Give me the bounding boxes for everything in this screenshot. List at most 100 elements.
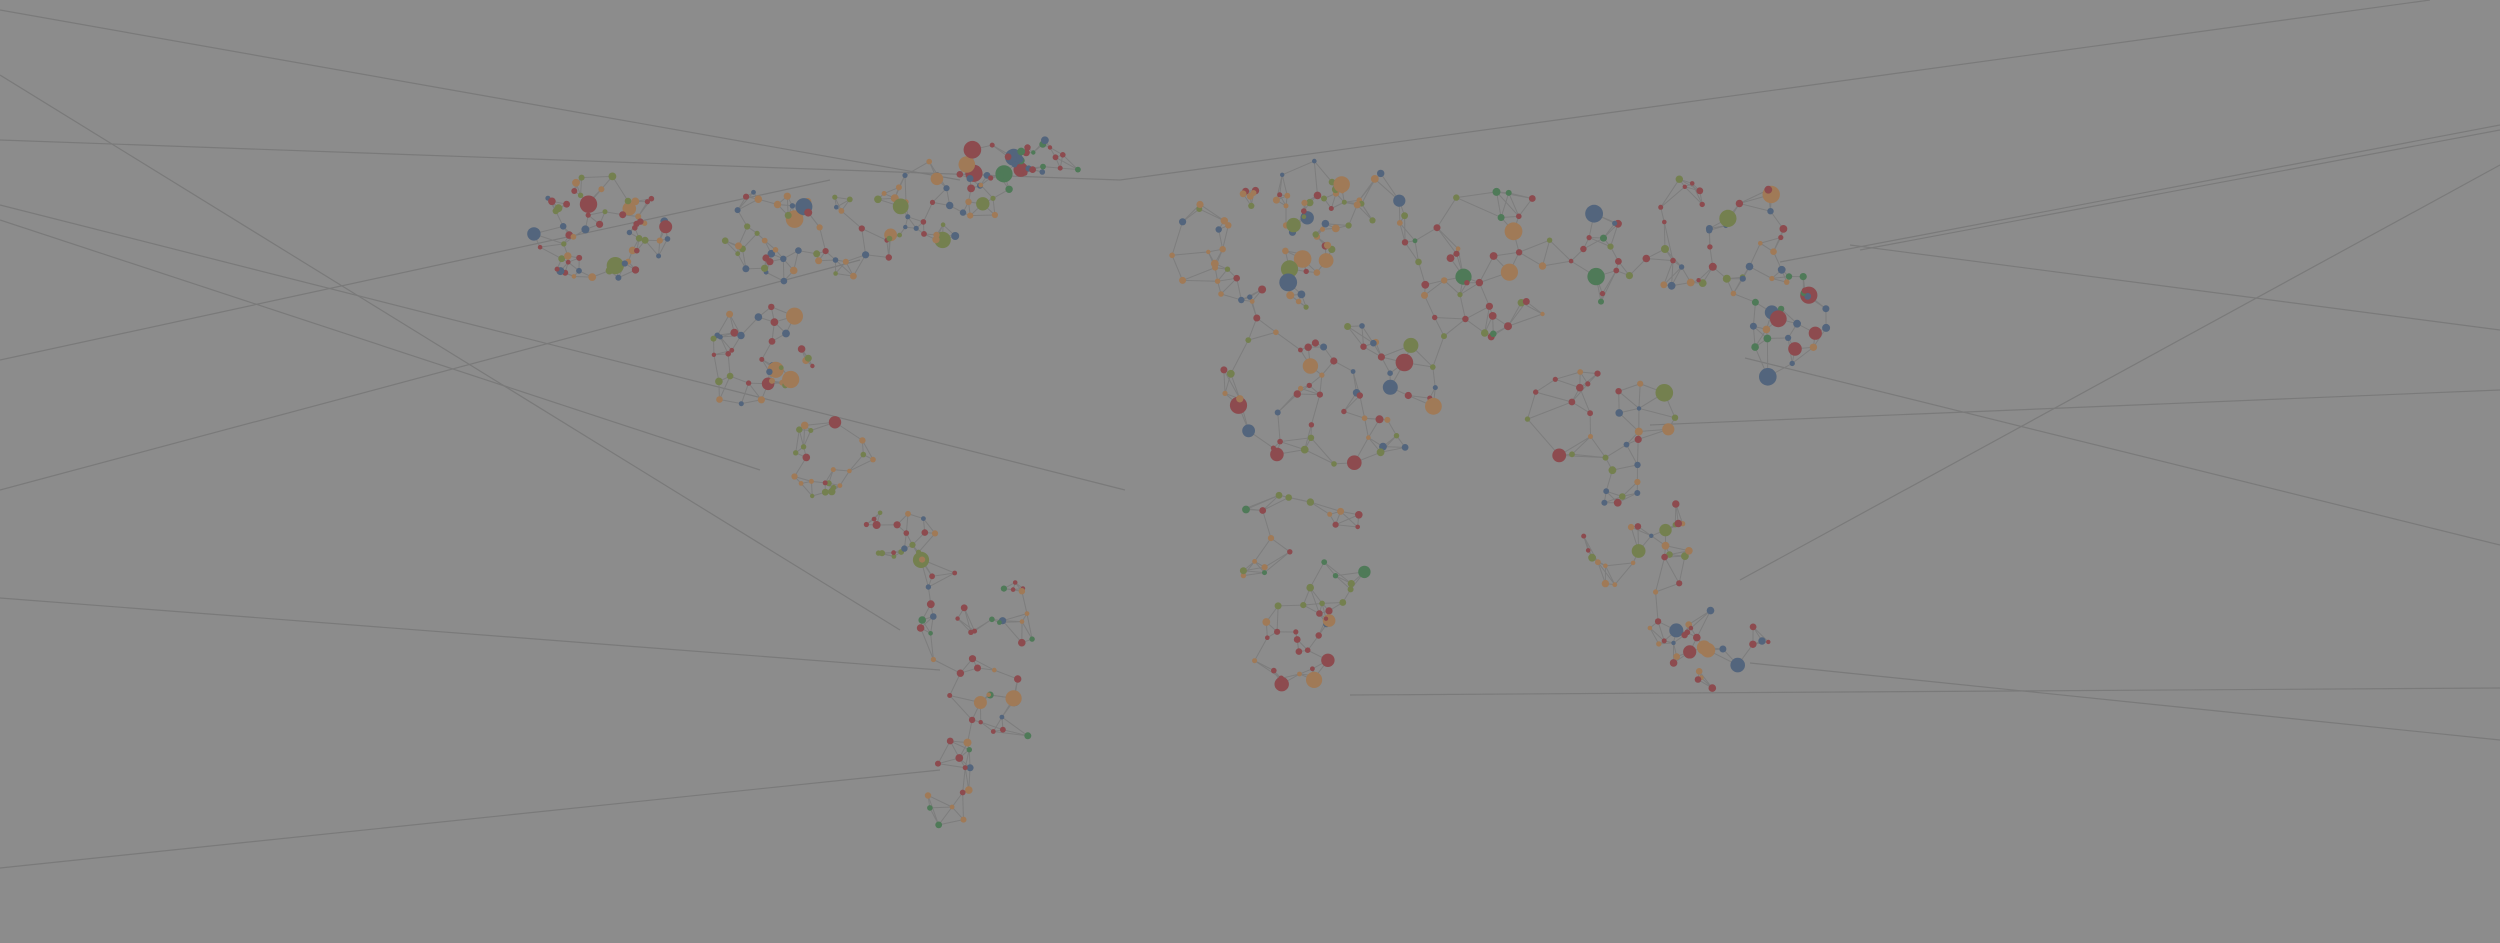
network-node <box>1552 376 1558 382</box>
connection-line <box>1275 174 1283 201</box>
network-node <box>932 236 940 244</box>
network-node <box>1788 342 1802 356</box>
network-node <box>830 467 836 473</box>
network-node <box>1286 217 1301 233</box>
network-node <box>847 468 852 474</box>
network-node <box>762 254 770 262</box>
network-node <box>793 450 799 456</box>
long-connection-line <box>0 179 831 361</box>
network-node <box>1011 161 1018 168</box>
network-node <box>1699 201 1705 208</box>
connection-line <box>1343 392 1357 412</box>
network-node <box>1661 638 1667 644</box>
network-node <box>974 664 981 672</box>
network-node <box>1661 245 1669 253</box>
network-node <box>962 765 968 771</box>
connection-line <box>932 187 947 203</box>
connection-line <box>1408 395 1430 399</box>
connection-line <box>938 819 964 826</box>
connection-line <box>1309 561 1325 588</box>
network-node <box>770 318 779 326</box>
network-node <box>951 232 960 240</box>
network-node <box>735 251 741 257</box>
network-node <box>778 365 784 371</box>
connection-line <box>1657 621 1665 642</box>
network-node <box>1481 329 1489 337</box>
connection-line <box>1456 197 1502 218</box>
network-node <box>1355 511 1363 519</box>
network-node <box>621 260 628 267</box>
network-node <box>1316 610 1323 617</box>
connection-line <box>1380 446 1406 453</box>
network-node <box>751 189 756 195</box>
network-node <box>761 264 769 272</box>
network-node <box>822 480 828 486</box>
connection-line <box>1364 418 1369 438</box>
network-node <box>761 237 768 244</box>
network-node <box>1623 441 1630 448</box>
connection-line <box>1535 391 1573 403</box>
network-node <box>1769 275 1775 282</box>
network-node <box>1274 677 1289 692</box>
network-node <box>1568 258 1574 264</box>
network-node <box>1261 564 1268 571</box>
network-node <box>1321 653 1335 667</box>
network-node <box>1286 291 1295 300</box>
network-node <box>1670 257 1676 264</box>
network-node <box>1293 250 1312 268</box>
network-node <box>886 235 893 242</box>
connection-line <box>1313 160 1333 183</box>
network-node <box>772 247 779 253</box>
network-node <box>1793 319 1801 328</box>
network-node <box>768 303 775 311</box>
connection-line <box>957 618 975 632</box>
network-node <box>1370 339 1377 347</box>
network-node <box>1323 616 1329 621</box>
network-node <box>710 335 717 342</box>
network-node <box>585 212 591 218</box>
connection-line <box>1323 561 1352 584</box>
connection-line <box>1254 637 1268 661</box>
connection-line <box>737 209 748 227</box>
connection-line <box>1688 610 1711 626</box>
connection-line <box>922 518 936 534</box>
network-node <box>955 616 960 621</box>
network-node <box>1696 278 1701 283</box>
network-node <box>561 241 567 247</box>
connection-line <box>861 228 887 241</box>
network-node <box>1763 334 1772 343</box>
connection-line <box>1604 565 1616 585</box>
network-node <box>928 631 933 636</box>
connection-line <box>539 243 564 248</box>
network-node <box>659 220 673 234</box>
connection-line <box>1313 161 1318 196</box>
network-node <box>926 600 935 609</box>
network-node <box>1019 619 1025 624</box>
network-node <box>828 416 842 429</box>
network-node <box>1446 254 1455 262</box>
network-node <box>1297 671 1302 677</box>
connection-line <box>1424 279 1445 296</box>
connection-line <box>963 607 976 632</box>
network-node <box>968 655 977 663</box>
network-node <box>878 550 886 557</box>
network-node <box>1522 298 1530 305</box>
network-node <box>564 252 572 260</box>
network-node <box>1300 602 1307 609</box>
network-node <box>1696 187 1704 195</box>
connection-line <box>1199 208 1225 222</box>
network-node <box>572 178 580 187</box>
network-node <box>1307 434 1315 441</box>
network-node <box>656 253 662 259</box>
network-node <box>1322 614 1336 627</box>
network-node <box>1262 570 1267 576</box>
connection-line <box>1638 407 1676 419</box>
network-node <box>635 213 642 220</box>
network-node <box>815 257 823 265</box>
network-node <box>1488 312 1497 320</box>
network-node <box>1047 145 1053 150</box>
connection-line <box>1243 566 1265 572</box>
network-node <box>1751 343 1759 351</box>
network-node <box>1598 298 1604 305</box>
